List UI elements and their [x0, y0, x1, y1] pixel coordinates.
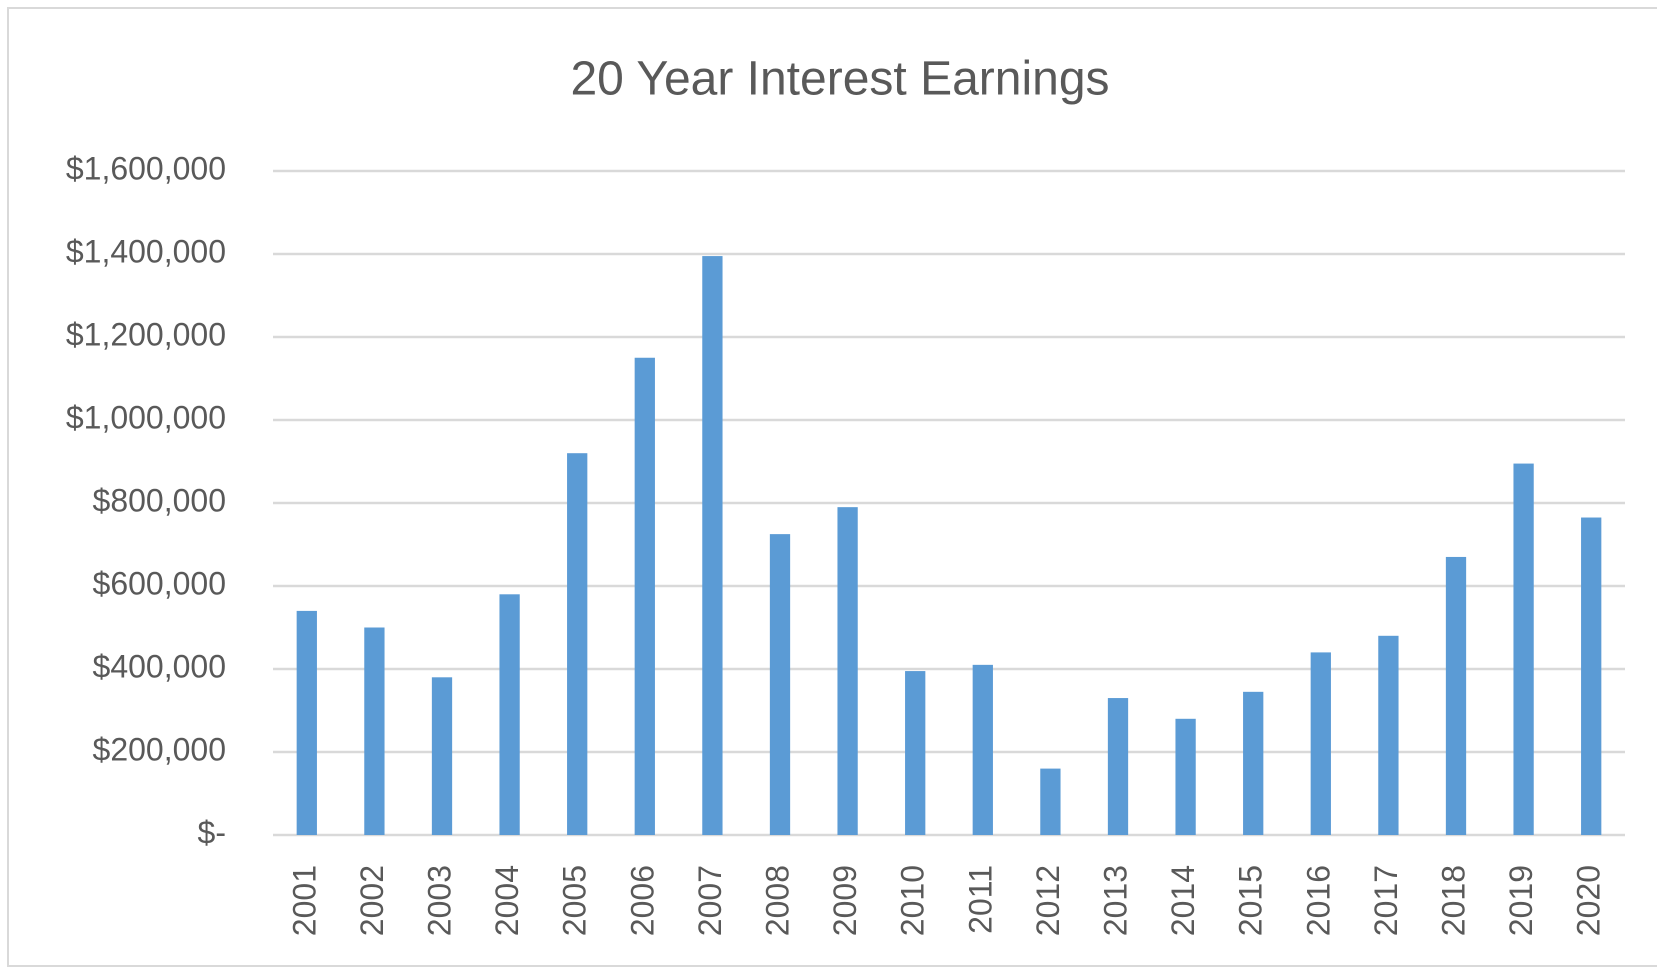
x-tick-label: 2001: [286, 865, 322, 936]
bar: [1243, 691, 1264, 835]
chart-title: 20 Year Interest Earnings: [570, 53, 1109, 106]
x-tick-label: 2004: [489, 865, 525, 936]
x-tick-label: 2003: [421, 865, 457, 936]
x-tick-label: 2017: [1368, 865, 1404, 936]
y-tick-label: $1,200,000: [66, 316, 226, 352]
y-tick-label: $400,000: [93, 648, 226, 684]
bar: [634, 357, 655, 835]
bar: [972, 664, 993, 835]
bar: [837, 507, 858, 835]
y-tick-label: $200,000: [93, 731, 226, 767]
x-tick-label: 2018: [1435, 865, 1471, 936]
x-tick-label: 2013: [1097, 865, 1133, 936]
x-tick-label: 2005: [557, 865, 593, 936]
y-tick-label: $800,000: [93, 482, 226, 518]
bar: [1107, 698, 1129, 835]
chart-border: [7, 7, 1657, 967]
bar: [769, 534, 791, 835]
x-tick-label: 2011: [962, 865, 998, 934]
bar: [364, 627, 385, 835]
bar: [1040, 768, 1061, 835]
x-tick-label: 2012: [1030, 865, 1066, 936]
y-tick-label: $1,600,000: [66, 150, 226, 186]
x-tick-label: 2015: [1233, 865, 1269, 936]
x-tick-label: 2008: [759, 865, 795, 936]
x-tick-label: 2007: [692, 865, 728, 936]
y-tick-label: $600,000: [93, 565, 226, 601]
y-tick-label: $-: [198, 814, 226, 850]
bar: [702, 256, 723, 835]
bar: [567, 453, 588, 835]
x-tick-label: 2006: [624, 865, 660, 936]
bar: [431, 677, 453, 835]
x-tick-label: 2014: [1165, 865, 1201, 936]
y-tick-label: $1,400,000: [66, 233, 226, 269]
bar: [1175, 718, 1196, 835]
x-tick-label: 2020: [1571, 865, 1607, 936]
bar: [296, 610, 317, 835]
y-tick-label: $1,000,000: [66, 399, 226, 435]
x-tick-label: 2009: [827, 865, 863, 936]
bar: [1445, 556, 1467, 835]
x-tick-label: 2016: [1300, 865, 1336, 936]
bar: [1310, 652, 1331, 835]
bar: [1378, 635, 1399, 835]
bar: [499, 594, 520, 835]
x-tick-label: 2010: [895, 865, 931, 936]
x-tick-label: 2019: [1503, 865, 1539, 936]
bar: [1513, 463, 1534, 835]
bar: [1581, 517, 1602, 835]
bar: [905, 671, 926, 835]
x-tick-label: 2002: [354, 865, 390, 936]
